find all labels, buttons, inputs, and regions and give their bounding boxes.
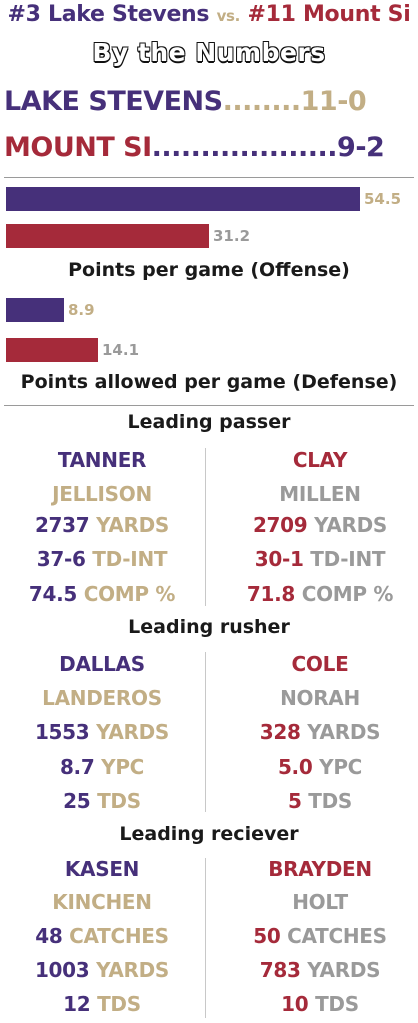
stat-number: 25: [63, 789, 91, 813]
column-divider: [205, 858, 206, 1018]
player-last-name: MILLEN: [279, 482, 361, 506]
player-last-name: HOLT: [292, 890, 348, 914]
record-row-mount-si: MOUNT SI...................9-2: [4, 132, 385, 163]
stat-number: 5.0: [277, 755, 313, 779]
stat-label: TDS: [315, 992, 359, 1016]
stat-line: 25 TDS: [2, 789, 202, 813]
stat-line: 5.0 YPC: [220, 755, 418, 779]
divider: [4, 405, 414, 406]
player-first-name: DALLAS: [59, 652, 145, 676]
player-first-name: TANNER: [57, 448, 147, 472]
stat-number: 5: [287, 789, 302, 813]
record-row-lake-stevens: LAKE STEVENS........11-0: [4, 86, 367, 117]
stat-line: 10 TDS: [220, 992, 418, 1016]
stat-line: 74.5 COMP %: [2, 582, 202, 606]
stat-line: 5 TDS: [220, 789, 418, 813]
stat-line: 48 CATCHES: [2, 924, 202, 948]
stat-line: 50 CATCHES: [220, 924, 418, 948]
stat-label: TDS: [97, 992, 141, 1016]
record-value: 9-2: [337, 132, 385, 163]
section-title-rusher: Leading rusher: [128, 616, 290, 638]
stat-line: 37-6 TD-INT: [2, 547, 202, 571]
page-subtitle: By the Numbers: [92, 38, 326, 67]
stat-number: 328: [259, 720, 301, 744]
stat-line: 30-1 TD-INT: [220, 547, 418, 571]
team1-rank: #3 Lake Stevens: [7, 2, 210, 27]
player-last-name: JELLISON: [52, 482, 152, 506]
stat-label: YARDS: [96, 720, 170, 744]
record-value: 11-0: [300, 86, 367, 117]
stat-line: 12 TDS: [2, 992, 202, 1016]
stat-label: TD-INT: [310, 547, 386, 571]
stat-line: 1553 YARDS: [2, 720, 202, 744]
stat-number: 1003: [34, 958, 90, 982]
stat-label: TDS: [97, 789, 141, 813]
bar-defense-lake-stevens: [6, 298, 64, 322]
stat-label: YARDS: [96, 958, 170, 982]
player-first-name: BRAYDEN: [268, 857, 372, 881]
bar-label-defense-lake-stevens: 8.9: [68, 301, 95, 319]
stat-label: YPC: [101, 755, 145, 779]
stat-label: YARDS: [96, 513, 170, 537]
stat-label: YARDS: [307, 720, 381, 744]
stat-number: 12: [63, 992, 91, 1016]
stat-number: 48: [35, 924, 63, 948]
bar-offense-lake-stevens: [6, 187, 360, 211]
matchup-title: #3 Lake Stevens vs. #11 Mount Si: [0, 2, 418, 27]
bar-label-offense-lake-stevens: 54.5: [364, 190, 402, 208]
record-team: MOUNT SI: [4, 132, 152, 163]
stat-label: YARDS: [314, 513, 388, 537]
divider: [4, 177, 414, 178]
stat-label: CATCHES: [69, 924, 169, 948]
section-title-passer: Leading passer: [127, 411, 291, 433]
column-divider: [205, 652, 206, 812]
stat-number: 37-6: [36, 547, 86, 571]
stat-number: 2709: [252, 513, 308, 537]
stat-label: COMP %: [83, 582, 176, 606]
chart-title-defense: Points allowed per game (Defense): [20, 371, 398, 393]
bar-label-defense-mount-si: 14.1: [102, 341, 140, 359]
stat-label: YPC: [319, 755, 363, 779]
player-last-name: KINCHEN: [52, 890, 152, 914]
stat-line: 71.8 COMP %: [220, 582, 418, 606]
record-team: LAKE STEVENS: [4, 86, 223, 117]
chart-title-offense: Points per game (Offense): [68, 259, 350, 281]
team2-rank: #11 Mount Si: [247, 2, 411, 27]
stat-number: 783: [259, 958, 301, 982]
stat-number: 71.8: [246, 582, 296, 606]
player-last-name: NORAH: [280, 686, 360, 710]
stat-line: 783 YARDS: [220, 958, 418, 982]
player-first-name: COLE: [291, 652, 349, 676]
stat-line: 2737 YARDS: [2, 513, 202, 537]
stat-number: 50: [253, 924, 281, 948]
bar-offense-mount-si: [6, 224, 209, 248]
player-first-name: KASEN: [64, 857, 140, 881]
vs-text: vs.: [216, 7, 241, 25]
section-title-receiver: Leading reciever: [119, 823, 299, 845]
stat-number: 74.5: [28, 582, 78, 606]
stat-label: TDS: [308, 789, 353, 813]
stat-label: COMP %: [301, 582, 394, 606]
stat-number: 2737: [34, 513, 90, 537]
record-dots: ........: [222, 86, 302, 117]
stat-number: 8.7: [59, 755, 95, 779]
column-divider: [205, 448, 206, 606]
player-last-name: LANDEROS: [42, 686, 162, 710]
bar-defense-mount-si: [6, 338, 98, 362]
record-dots: ...................: [151, 132, 338, 163]
stat-line: 328 YARDS: [220, 720, 418, 744]
bar-label-offense-mount-si: 31.2: [213, 227, 251, 245]
stat-label: YARDS: [307, 958, 381, 982]
stat-line: 2709 YARDS: [220, 513, 418, 537]
stat-number: 30-1: [254, 547, 304, 571]
stat-line: 1003 YARDS: [2, 958, 202, 982]
stat-label: CATCHES: [287, 924, 387, 948]
stat-label: TD-INT: [92, 547, 168, 571]
stat-number: 1553: [34, 720, 90, 744]
stat-number: 10: [281, 992, 309, 1016]
stat-line: 8.7 YPC: [2, 755, 202, 779]
player-first-name: CLAY: [292, 448, 348, 472]
